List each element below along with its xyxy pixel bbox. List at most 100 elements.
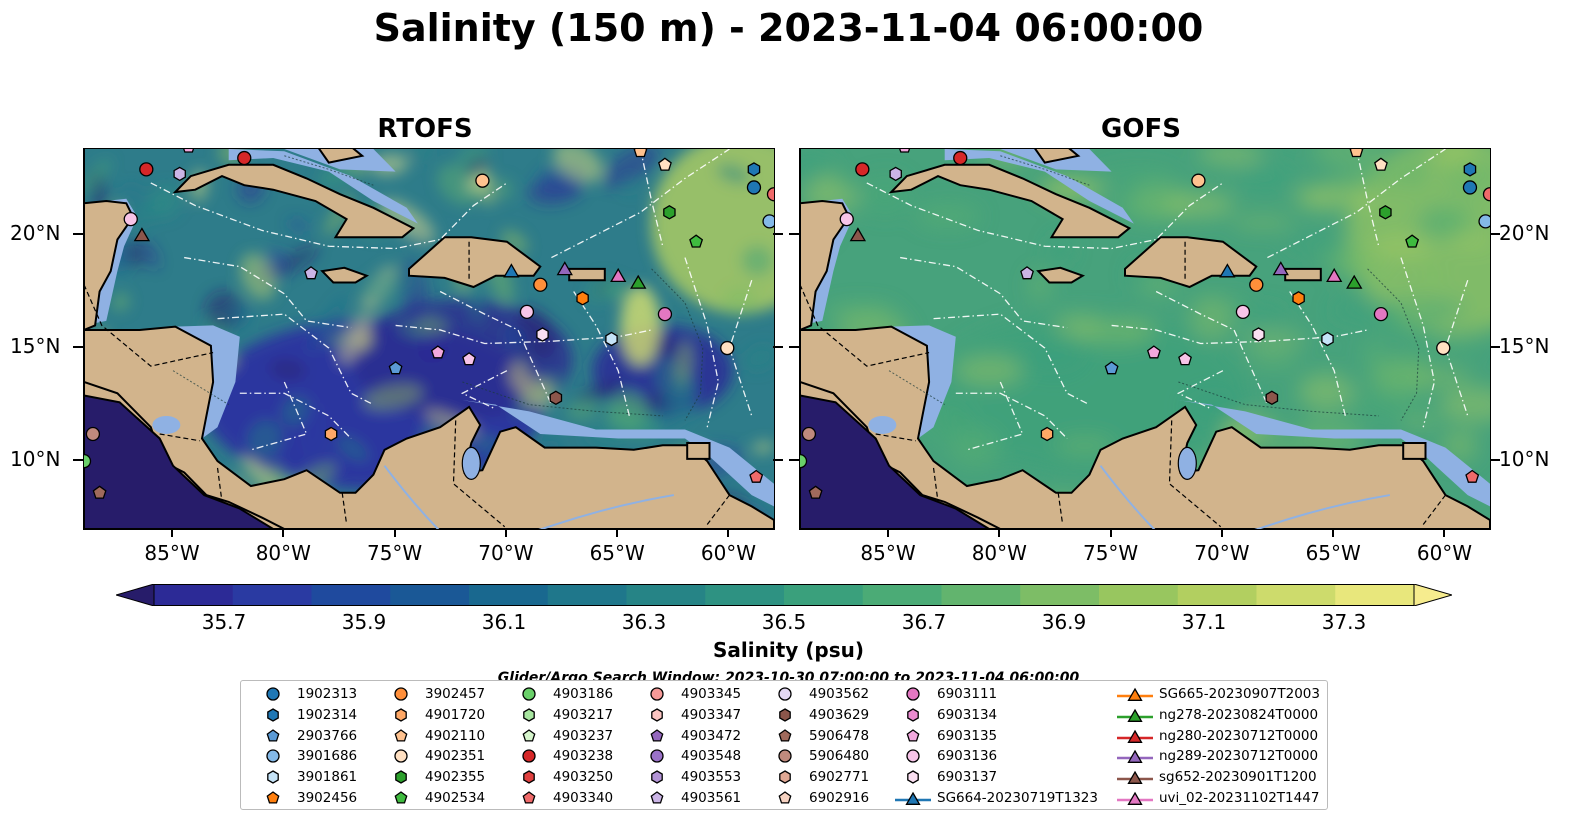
legend-label: 4903553 xyxy=(681,769,742,786)
colorbar-segment xyxy=(547,584,627,606)
legend-marker-pentagon xyxy=(650,728,664,742)
lat-tick xyxy=(1490,232,1500,235)
legend-marker-circle xyxy=(906,749,920,764)
observation-marker xyxy=(1436,340,1451,356)
legend: 1902313 1902314 2903766 3901686 3901861 39024… xyxy=(240,680,1328,810)
land-jamaica xyxy=(1036,266,1086,284)
legend-label: ng280-20230712T0000 xyxy=(1159,727,1319,744)
observation-marker xyxy=(139,162,154,177)
observation-marker xyxy=(519,304,535,320)
observation-marker xyxy=(1321,331,1334,347)
observation-marker xyxy=(1104,361,1119,375)
legend-marker-hexagon xyxy=(651,770,663,784)
legend-label: 4903217 xyxy=(553,706,614,723)
legend-label: 4902534 xyxy=(425,790,486,806)
legend-marker-pentagon xyxy=(394,728,408,742)
colorbar-segment xyxy=(154,584,234,606)
observation-marker xyxy=(133,227,151,242)
legend-label: 6902771 xyxy=(809,769,870,786)
observation-marker xyxy=(808,485,823,499)
country-border xyxy=(341,492,348,525)
legend-marker-hexagon xyxy=(395,708,407,722)
observation-marker xyxy=(1219,263,1236,278)
legend-marker-hexagon xyxy=(523,770,535,784)
legend-label: ng278-20230824T0000 xyxy=(1159,706,1319,723)
bathymetry-contour xyxy=(172,370,229,406)
observation-marker xyxy=(1349,149,1364,158)
observation-marker xyxy=(1040,426,1054,442)
observation-marker xyxy=(576,291,589,306)
venezuela-shelf xyxy=(462,400,774,507)
eez-boundary xyxy=(460,370,508,410)
colorbar-tick-label: 37.1 xyxy=(1181,610,1227,634)
observation-marker xyxy=(92,485,107,499)
colorbar-tick-label: 36.5 xyxy=(761,610,807,634)
observation-marker xyxy=(800,453,808,469)
legend-label: 4903237 xyxy=(553,727,614,744)
river-magdalena xyxy=(1099,465,1156,529)
observation-marker xyxy=(689,234,704,248)
observation-marker xyxy=(84,453,92,469)
legend-label: sg652-20230901T1200 xyxy=(1159,769,1317,786)
lat-tick xyxy=(773,346,783,349)
lake-maracaibo xyxy=(1177,446,1197,481)
observation-marker xyxy=(1020,266,1034,280)
venezuela-shelf xyxy=(1178,400,1490,507)
land-cuba xyxy=(172,163,416,239)
observation-marker xyxy=(889,166,902,182)
observation-marker xyxy=(1272,261,1289,276)
legend-marker-pentagon xyxy=(522,728,536,742)
observation-marker xyxy=(85,426,101,442)
land-cuba xyxy=(888,163,1132,239)
observation-marker xyxy=(1465,469,1480,483)
lon-tick xyxy=(282,529,285,537)
observation-marker xyxy=(657,306,673,322)
legend-label: 6903137 xyxy=(937,769,998,786)
legend-label: 4903561 xyxy=(681,790,742,806)
legend-label: 2903766 xyxy=(297,727,358,744)
bathymetry-contour xyxy=(462,381,663,417)
lon-tick xyxy=(1443,529,1446,537)
observation-marker xyxy=(503,263,520,278)
colorbar-tick-label: 36.3 xyxy=(621,610,667,634)
lon-tick xyxy=(616,529,619,537)
legend-marker-triangle xyxy=(1127,770,1143,785)
observation-marker xyxy=(746,180,762,195)
observation-marker xyxy=(556,261,573,276)
map-panel-gofs xyxy=(799,148,1491,530)
observation-marker xyxy=(749,469,764,483)
lon-tick xyxy=(1220,529,1223,537)
country-border xyxy=(932,467,939,502)
lon-tick-label: 75°W xyxy=(366,541,423,565)
legend-marker-pentagon xyxy=(778,728,792,742)
legend-label: 4902351 xyxy=(425,748,486,765)
legend-marker-circle xyxy=(522,749,536,764)
observation-marker xyxy=(123,211,138,227)
country-border xyxy=(706,494,730,525)
legend-label: 4901720 xyxy=(425,706,486,723)
country-border xyxy=(1422,494,1446,525)
legend-label: 4903340 xyxy=(553,790,614,806)
lake-nicaragua xyxy=(868,415,897,434)
legend-label: 4903548 xyxy=(681,748,742,765)
legend-marker-pentagon xyxy=(778,791,792,804)
land-puertorico xyxy=(1284,267,1322,282)
observation-marker xyxy=(173,166,186,182)
land-bahamas xyxy=(318,149,365,164)
observation-marker xyxy=(549,390,563,406)
eez-boundary xyxy=(1355,149,1380,247)
legend-label: 4903629 xyxy=(809,706,870,723)
colorbar-segment xyxy=(311,584,391,606)
observation-marker xyxy=(855,162,870,177)
eez-boundary xyxy=(639,149,664,247)
legend-label: SG665-20230907T2003 xyxy=(1159,686,1320,702)
river-orinoco xyxy=(1254,494,1391,529)
colorbar-tick-label: 35.7 xyxy=(201,610,247,634)
panel-title-rtofs: RTOFS xyxy=(377,114,473,144)
lat-tick-label-right: 20°N xyxy=(1499,220,1550,245)
eez-boundary xyxy=(1289,291,1346,417)
lon-tick-label: 80°W xyxy=(255,541,311,565)
bathymetry-contour xyxy=(651,268,704,421)
legend-marker-triangle xyxy=(905,791,921,805)
lat-tick xyxy=(1490,346,1500,349)
